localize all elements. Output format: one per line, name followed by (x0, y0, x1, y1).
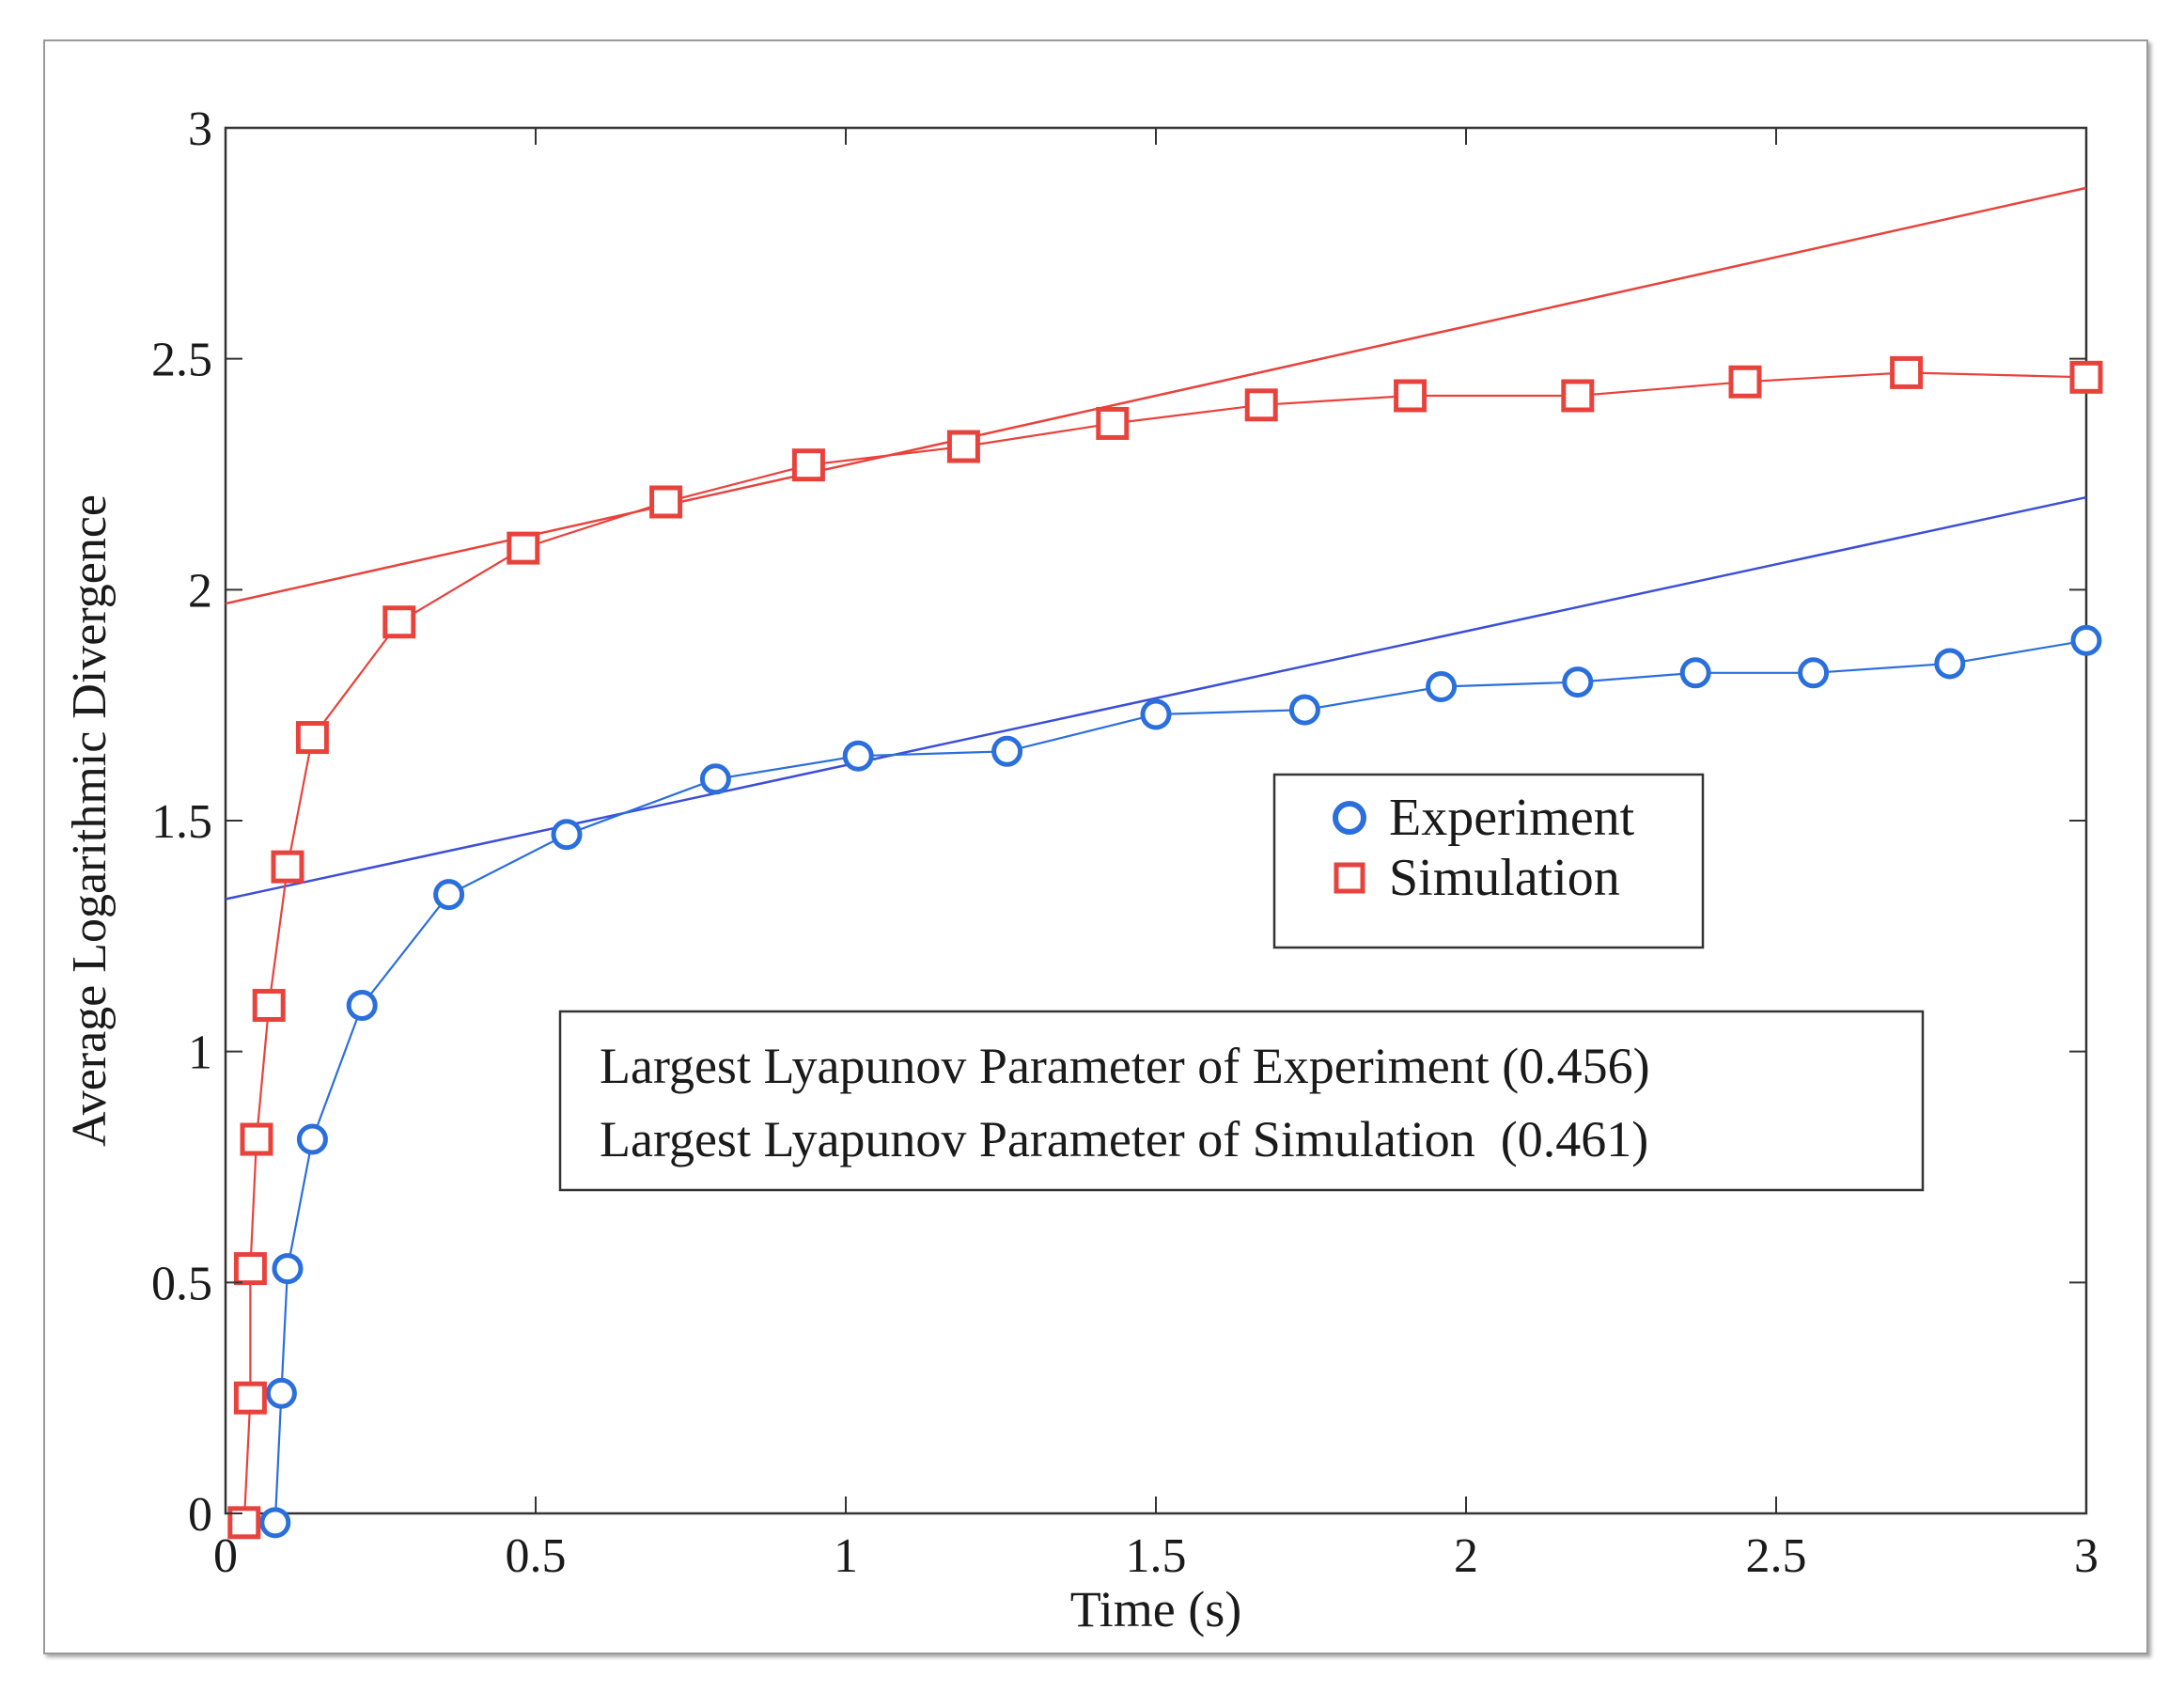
experiment-point (272, 1253, 304, 1285)
experiment-point (1798, 657, 1830, 689)
experiment-point (433, 879, 465, 911)
experiment-point (1562, 666, 1594, 698)
experiment-point (346, 990, 378, 1022)
x-tick-label: 1 (834, 1529, 858, 1583)
experiment-fit-line (225, 495, 2087, 901)
experiment-point (265, 1377, 297, 1409)
simulation-point (507, 531, 540, 565)
x-tick-label: 2 (1454, 1529, 1478, 1583)
experiment-point (1934, 648, 1966, 680)
experiment-point (1140, 698, 1172, 730)
y-tick-label: 0 (188, 1488, 212, 1542)
simulation-point (240, 1122, 273, 1156)
simulation-point (1728, 365, 1762, 399)
x-tick-label: 2.5 (1746, 1529, 1807, 1583)
y-tick-label: 0.5 (151, 1257, 212, 1310)
simulation-point (2069, 360, 2103, 394)
y-tick-label: 1.5 (151, 795, 212, 849)
experiment-point (2070, 624, 2102, 656)
annotation-line-simulation: Largest Lyapunov Parameter of Simulation… (600, 1111, 1648, 1167)
simulation-point (227, 1506, 261, 1540)
legend-simulation-label: Simulation (1389, 849, 1620, 907)
annotation-line-experiment: Largest Lyapunov Parameter of Experiment… (600, 1038, 1650, 1094)
simulation-point (1561, 379, 1595, 413)
x-axis-label: Time (s) (1070, 1581, 1242, 1637)
experiment-point (991, 735, 1023, 767)
y-tick-label: 2.5 (151, 334, 212, 387)
lyapunov-annotation: Largest Lyapunov Parameter of Experiment… (558, 1010, 1925, 1192)
x-tick-label: 0 (213, 1529, 238, 1583)
simulation-point (1244, 388, 1278, 422)
x-tick-label: 3 (2074, 1529, 2098, 1583)
legend-experiment-marker-icon (1333, 801, 1366, 835)
annotation-box (558, 1010, 1925, 1192)
series-markers (227, 355, 2103, 1540)
experiment-point (296, 1123, 328, 1155)
experiment-point (842, 740, 874, 772)
y-tick-label: 2 (188, 564, 212, 618)
legend: Experiment Simulation (1272, 773, 1705, 949)
experiment-point (551, 819, 583, 851)
simulation-point (252, 989, 286, 1023)
experiment-series-line (273, 639, 2087, 1523)
x-tick-label: 0.5 (506, 1529, 567, 1583)
experiment-point (259, 1507, 291, 1539)
simulation-point (382, 605, 416, 639)
simulation-point (295, 721, 329, 755)
axes-box (224, 126, 2088, 1515)
y-tick-label: 3 (188, 102, 212, 156)
simulation-point (946, 430, 980, 463)
simulation-point (1394, 379, 1427, 413)
x-tick-label: 1.5 (1126, 1529, 1187, 1583)
simulation-point (233, 1381, 267, 1415)
experiment-point (1679, 657, 1711, 689)
experiment-point (699, 763, 731, 795)
simulation-point (1890, 355, 1924, 389)
simulation-point (649, 485, 683, 519)
legend-simulation-marker-icon (1334, 862, 1365, 894)
simulation-point (791, 448, 825, 482)
simulation-point (1096, 406, 1130, 440)
y-tick-label: 1 (188, 1026, 212, 1080)
experiment-point (1288, 694, 1320, 726)
simulation-point (271, 850, 304, 884)
legend-experiment-label: Experiment (1389, 789, 1635, 847)
axis-ticks: 0 0.5 1 1.5 2 2.5 3 0 0.5 1 1.5 2 2.5 3 (151, 102, 2098, 1583)
plot-area (224, 126, 2088, 1515)
simulation-point (233, 1252, 267, 1286)
experiment-point (1426, 671, 1458, 703)
y-axis-label: Average Logarithmic Divergence (63, 494, 117, 1147)
